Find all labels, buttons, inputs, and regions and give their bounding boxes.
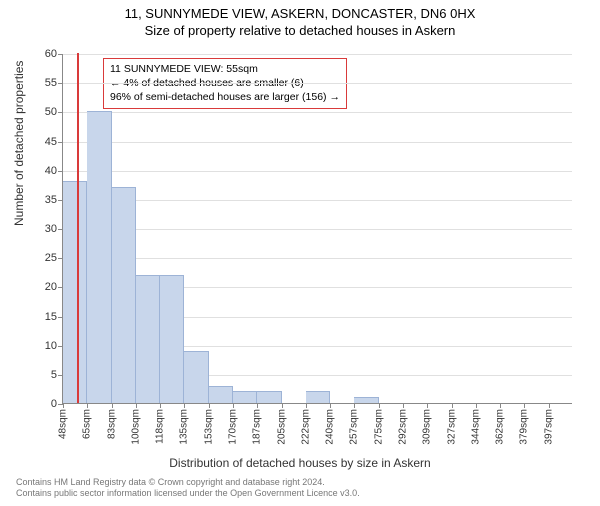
x-tick-mark [549, 403, 550, 408]
y-tick-mark [58, 112, 63, 113]
y-tick-label: 40 [45, 165, 57, 177]
y-tick-label: 60 [45, 48, 57, 60]
x-tick-label: 292sqm [398, 409, 409, 445]
x-tick-label: 153sqm [203, 409, 214, 445]
x-tick-label: 135sqm [179, 409, 190, 445]
callout-line-3: 96% of semi-detached houses are larger (… [110, 90, 340, 104]
histogram-bar [112, 187, 136, 403]
y-tick-label: 15 [45, 311, 57, 323]
x-axis-label: Distribution of detached houses by size … [0, 456, 600, 470]
x-tick-mark [379, 403, 380, 408]
x-tick-label: 48sqm [58, 409, 69, 439]
x-tick-label: 118sqm [155, 409, 166, 444]
x-tick-mark [330, 403, 331, 408]
histogram-bar [87, 111, 111, 403]
x-tick-mark [112, 403, 113, 408]
histogram-bar [63, 181, 87, 403]
y-tick-label: 10 [45, 340, 57, 352]
x-tick-mark [136, 403, 137, 408]
chart-title-main: 11, SUNNYMEDE VIEW, ASKERN, DONCASTER, D… [0, 6, 600, 21]
footer-attribution: Contains HM Land Registry data © Crown c… [16, 477, 360, 500]
y-tick-label: 0 [51, 398, 57, 410]
x-tick-label: 257sqm [349, 409, 360, 445]
y-tick-mark [58, 83, 63, 84]
grid-line [63, 112, 572, 113]
grid-line [63, 258, 572, 259]
x-tick-mark [282, 403, 283, 408]
x-tick-mark [452, 403, 453, 408]
y-tick-label: 20 [45, 281, 57, 293]
y-tick-label: 45 [45, 136, 57, 148]
x-tick-mark [233, 403, 234, 408]
y-tick-label: 30 [45, 223, 57, 235]
grid-line [63, 83, 572, 84]
x-tick-mark [257, 403, 258, 408]
x-tick-label: 379sqm [519, 409, 530, 445]
histogram-bar [257, 391, 281, 403]
x-tick-label: 170sqm [228, 409, 239, 445]
x-tick-label: 240sqm [325, 409, 336, 445]
x-tick-label: 362sqm [495, 409, 506, 445]
x-tick-mark [63, 403, 64, 408]
grid-line [63, 54, 572, 55]
y-tick-mark [58, 142, 63, 143]
y-tick-mark [58, 171, 63, 172]
x-tick-mark [500, 403, 501, 408]
x-tick-label: 83sqm [106, 409, 117, 439]
y-tick-mark [58, 54, 63, 55]
x-tick-label: 65sqm [82, 409, 93, 439]
histogram-bar [306, 391, 330, 403]
x-tick-mark [403, 403, 404, 408]
y-tick-label: 35 [45, 194, 57, 206]
y-tick-label: 50 [45, 106, 57, 118]
x-tick-label: 309sqm [422, 409, 433, 445]
histogram-bar [184, 351, 208, 404]
x-tick-mark [524, 403, 525, 408]
grid-line [63, 171, 572, 172]
x-tick-mark [427, 403, 428, 408]
histogram-bar [233, 391, 257, 403]
callout-line-1: 11 SUNNYMEDE VIEW: 55sqm [110, 62, 340, 76]
y-tick-label: 25 [45, 252, 57, 264]
histogram-bar [160, 275, 184, 403]
x-tick-mark [160, 403, 161, 408]
y-tick-label: 5 [51, 369, 57, 381]
x-tick-label: 222sqm [300, 409, 311, 445]
y-tick-label: 55 [45, 77, 57, 89]
x-tick-label: 397sqm [543, 409, 554, 445]
x-tick-mark [87, 403, 88, 408]
chart-plot-area: 11 SUNNYMEDE VIEW: 55sqm ← 4% of detache… [62, 54, 572, 404]
grid-line [63, 200, 572, 201]
x-tick-label: 187sqm [252, 409, 263, 445]
x-tick-mark [476, 403, 477, 408]
footer-line-1: Contains HM Land Registry data © Crown c… [16, 477, 360, 489]
x-tick-label: 344sqm [470, 409, 481, 445]
histogram-bar [136, 275, 160, 403]
x-tick-label: 100sqm [130, 409, 141, 445]
grid-line [63, 142, 572, 143]
marker-line [77, 53, 79, 403]
x-tick-label: 205sqm [276, 409, 287, 445]
x-tick-mark [306, 403, 307, 408]
x-tick-mark [184, 403, 185, 408]
histogram-bar [354, 397, 378, 403]
y-axis-label: Number of detached properties [12, 61, 26, 226]
histogram-bar [209, 386, 233, 404]
grid-line [63, 229, 572, 230]
x-tick-mark [209, 403, 210, 408]
footer-line-2: Contains public sector information licen… [16, 488, 360, 500]
x-tick-label: 275sqm [373, 409, 384, 445]
x-tick-mark [354, 403, 355, 408]
x-tick-label: 327sqm [446, 409, 457, 445]
chart-title-sub: Size of property relative to detached ho… [0, 23, 600, 38]
